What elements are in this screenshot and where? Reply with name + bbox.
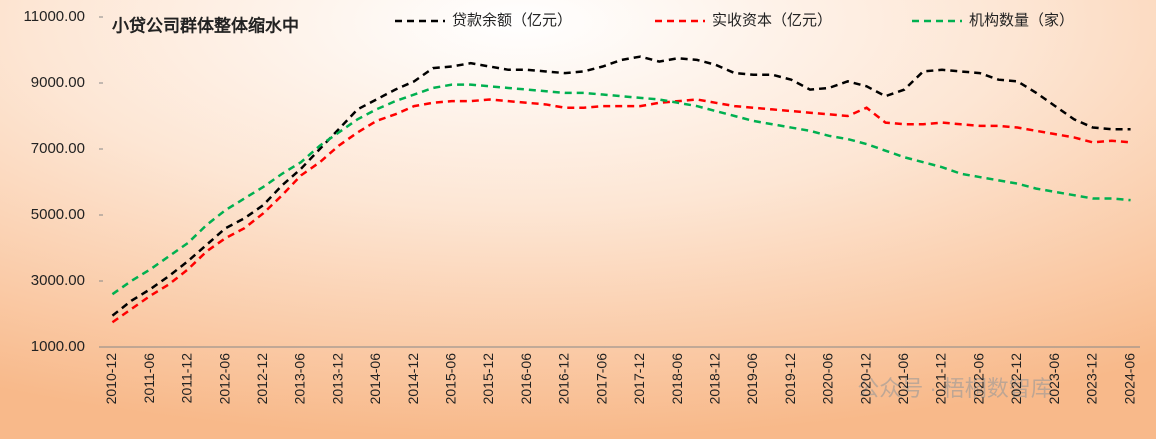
- x-tick-label: 2013-12: [329, 353, 345, 405]
- x-tick-label: 2023-06: [1046, 353, 1062, 405]
- x-tick-label: 2020-12: [857, 353, 873, 405]
- x-tick-label: 2022-06: [970, 353, 986, 405]
- x-tick-label: 2019-06: [744, 353, 760, 405]
- x-tick-label: 2021-06: [895, 353, 911, 405]
- x-tick-label: 2011-06: [141, 353, 157, 404]
- x-tick-label: 2015-12: [480, 353, 496, 405]
- y-tick-label: 11000.00: [24, 8, 85, 25]
- x-tick-label: 2017-06: [593, 353, 609, 405]
- x-tick-label: 2024-06: [1121, 353, 1137, 405]
- x-tick-label: 2012-06: [216, 353, 232, 405]
- chart-title: 小贷公司群体整体缩水中: [112, 15, 299, 35]
- x-tick-label: 2018-12: [706, 353, 722, 405]
- x-tick-label: 2021-12: [933, 353, 949, 405]
- y-tick-label: 5000.00: [31, 206, 85, 223]
- x-tick-label: 2011-12: [179, 353, 195, 404]
- watermark: 公众号 · 梧桐数智库: [857, 376, 1053, 401]
- x-tick-label: 2013-06: [292, 353, 308, 405]
- x-tick-label: 2018-06: [669, 353, 685, 405]
- legend-label: 机构数量（家）: [969, 12, 1074, 29]
- y-tick-label: 1000.00: [31, 338, 85, 355]
- x-tick-label: 2023-12: [1084, 353, 1100, 405]
- x-tick-label: 2019-12: [782, 353, 798, 405]
- y-tick-label: 9000.00: [31, 74, 85, 91]
- x-tick-label: 2015-06: [443, 353, 459, 405]
- series-line: [111, 83, 1131, 296]
- legend-label: 实收资本（亿元）: [712, 12, 832, 29]
- y-tick-label: 7000.00: [31, 140, 85, 157]
- series-line: [111, 98, 1131, 324]
- x-tick-label: 2016-06: [518, 353, 534, 405]
- y-tick-label: 3000.00: [31, 272, 85, 289]
- x-tick-label: 2012-12: [254, 353, 270, 405]
- legend-label: 贷款余额（亿元）: [452, 11, 572, 29]
- x-tick-label: 2014-12: [405, 353, 421, 405]
- x-tick-label: 2022-12: [1008, 353, 1024, 405]
- x-tick-label: 2014-06: [367, 353, 383, 405]
- x-tick-label: 2010-12: [103, 353, 119, 405]
- x-tick-label: 2016-12: [556, 353, 572, 405]
- x-tick-label: 2017-12: [631, 353, 647, 405]
- x-tick-label: 2020-06: [820, 353, 836, 405]
